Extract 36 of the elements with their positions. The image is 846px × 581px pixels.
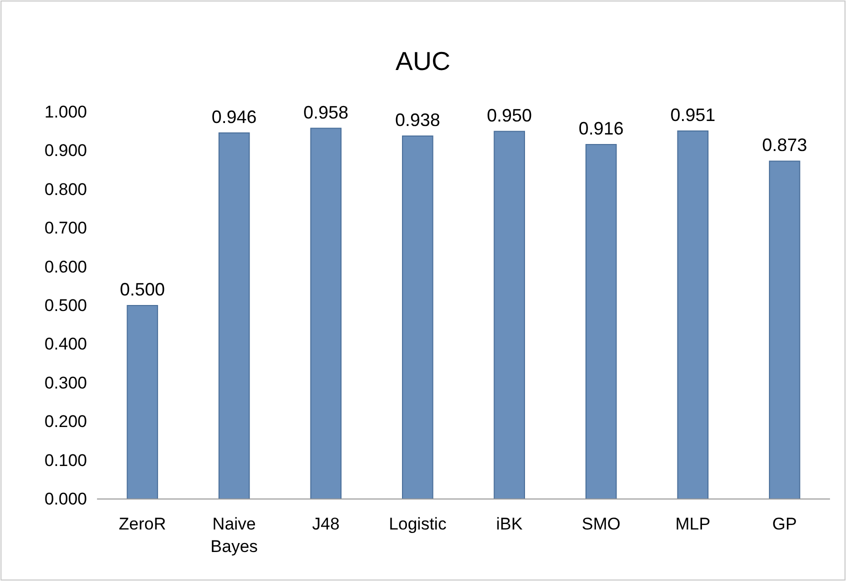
bar: [126, 305, 158, 500]
y-tick-label: 0.500: [44, 296, 87, 315]
y-tick-label: 0.400: [44, 334, 87, 354]
x-tick-label: iBK: [496, 514, 524, 534]
y-tick-label: 0.600: [44, 257, 87, 276]
x-tick-label: MLP: [675, 514, 710, 534]
chart-title: AUC: [396, 46, 450, 76]
data-label: 0.950: [486, 105, 532, 126]
bar: [218, 132, 250, 500]
y-tick-label: 0.700: [44, 218, 87, 238]
y-tick-label: 1.000: [44, 102, 87, 122]
data-label: 0.916: [578, 118, 624, 139]
data-label: 0.958: [303, 102, 348, 122]
y-tick-label: 0.800: [44, 180, 87, 199]
bar: [768, 160, 800, 500]
bar: [585, 144, 617, 500]
data-label: 0.938: [395, 110, 440, 130]
bar: [402, 135, 434, 500]
x-tick-label: J48: [312, 514, 340, 534]
x-tick-label: GP: [772, 514, 797, 534]
y-tick-label: 0.200: [44, 412, 87, 432]
x-tick-label: ZeroR: [118, 514, 166, 534]
y-tick-label: 0.900: [44, 141, 87, 160]
data-label: 0.873: [762, 135, 808, 156]
data-label: 0.500: [120, 280, 165, 300]
data-label: 0.946: [212, 106, 257, 127]
x-tick-label: SMO: [582, 514, 620, 534]
y-tick-label: 0.100: [44, 450, 87, 470]
bar: [494, 130, 526, 500]
y-tick-label: 0.000: [44, 489, 87, 508]
x-tick-label: Naive Bayes: [210, 514, 258, 556]
x-tick-label: Logistic: [388, 514, 447, 534]
bar: [310, 128, 342, 500]
data-label: 0.951: [670, 104, 716, 125]
y-tick-label: 0.300: [44, 373, 87, 392]
bar: [677, 130, 708, 500]
